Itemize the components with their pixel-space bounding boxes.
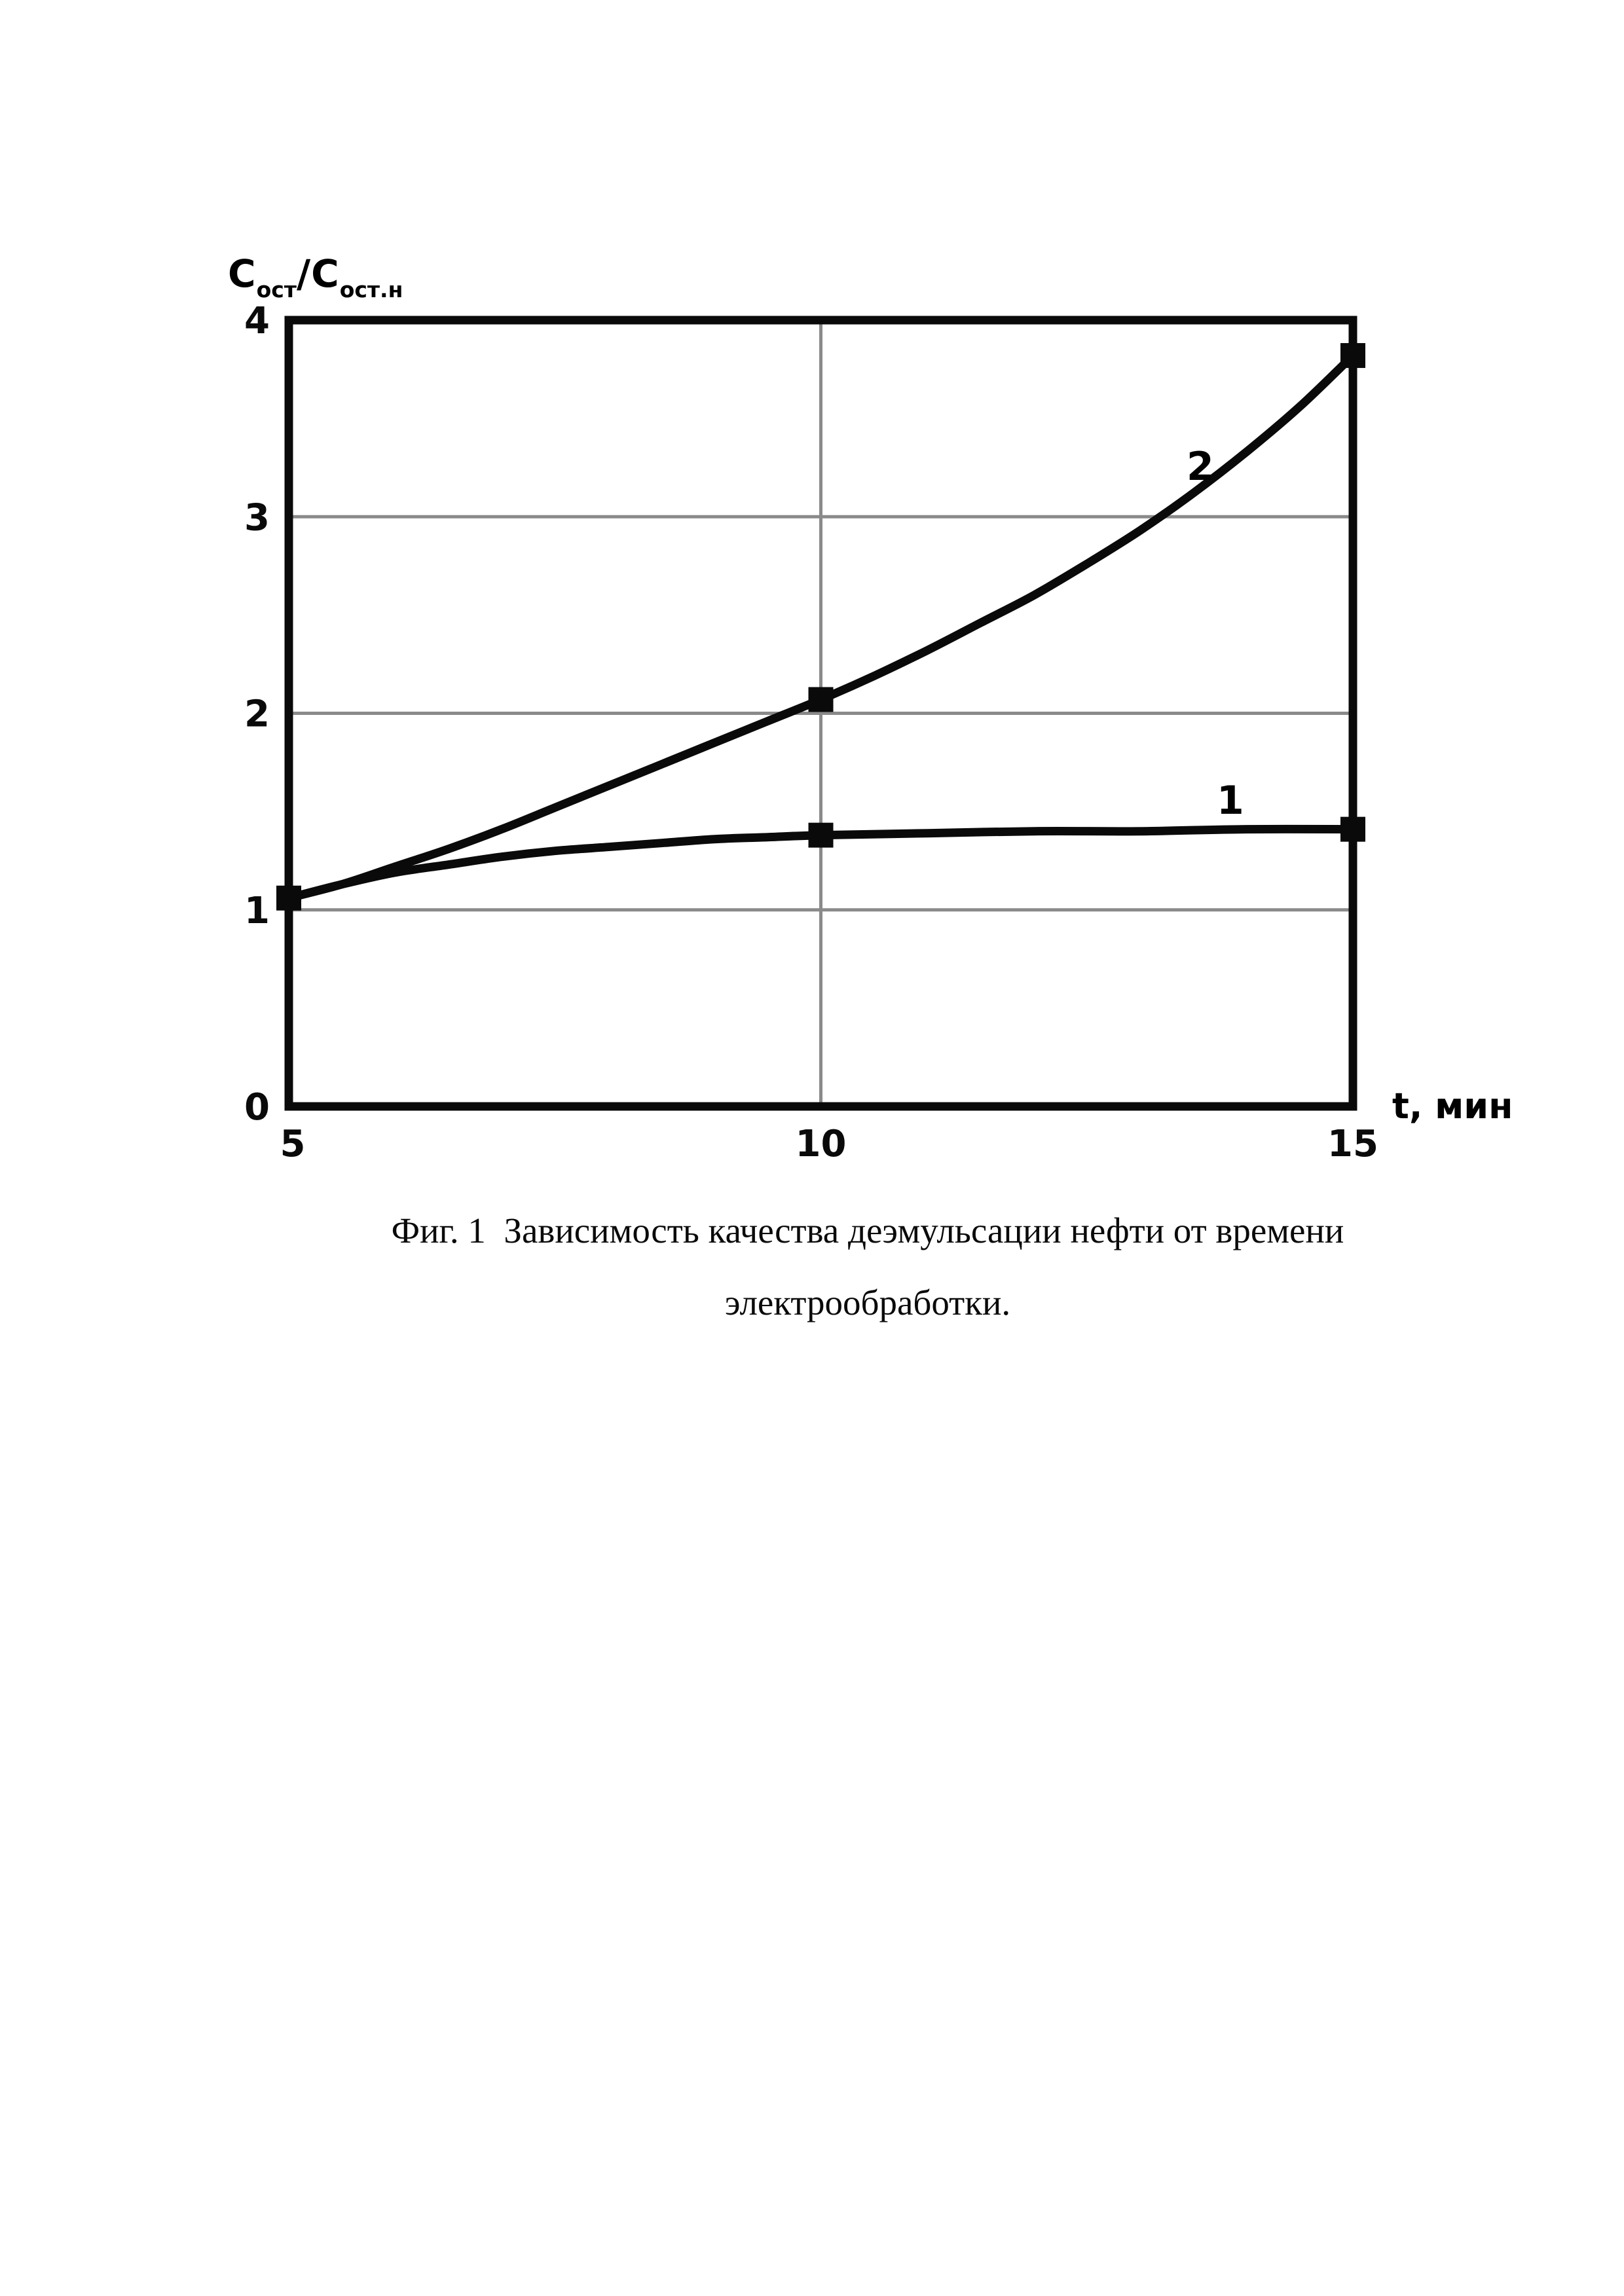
y-axis-title-sub1: ост (256, 277, 297, 302)
curve-1-label: 1 (1217, 778, 1244, 824)
caption-line-2: электрообработки. (724, 1283, 1011, 1322)
x-axis-title: t, мин (1392, 1085, 1513, 1127)
y-tick-4: 4 (244, 300, 270, 342)
plot-frame (284, 316, 1357, 1111)
figure-chart: 0 1 2 3 4 5 10 15 (244, 300, 1378, 1165)
curve-2-label: 2 (1187, 444, 1214, 490)
y-tick-3: 3 (244, 496, 270, 539)
series-1-marker-1 (808, 822, 834, 848)
y-tick-1: 1 (244, 890, 270, 932)
caption-line-1: Фиг. 1 Зависимость качества деэмульсации… (391, 1211, 1344, 1250)
y-axis-title-sub2: ост.н (339, 277, 403, 302)
figure-caption: Фиг. 1 Зависимость качества деэмульсации… (111, 1210, 1624, 1323)
y-axis-title-base1: C (228, 251, 257, 296)
y-tick-2: 2 (244, 693, 270, 736)
series-1-marker-2 (1340, 816, 1365, 842)
y-axis-title: Cост/Cост.н (228, 251, 403, 302)
series-2-marker-0 (808, 687, 834, 712)
series-1-line (284, 824, 1357, 903)
x-tick-5: 5 (280, 1123, 306, 1165)
y-axis-title-base2: /C (296, 251, 340, 296)
series-2-marker-1 (1340, 343, 1365, 369)
y-tick-0: 0 (244, 1086, 270, 1129)
x-tick-10: 10 (796, 1123, 847, 1165)
x-tick-15: 15 (1327, 1123, 1378, 1165)
